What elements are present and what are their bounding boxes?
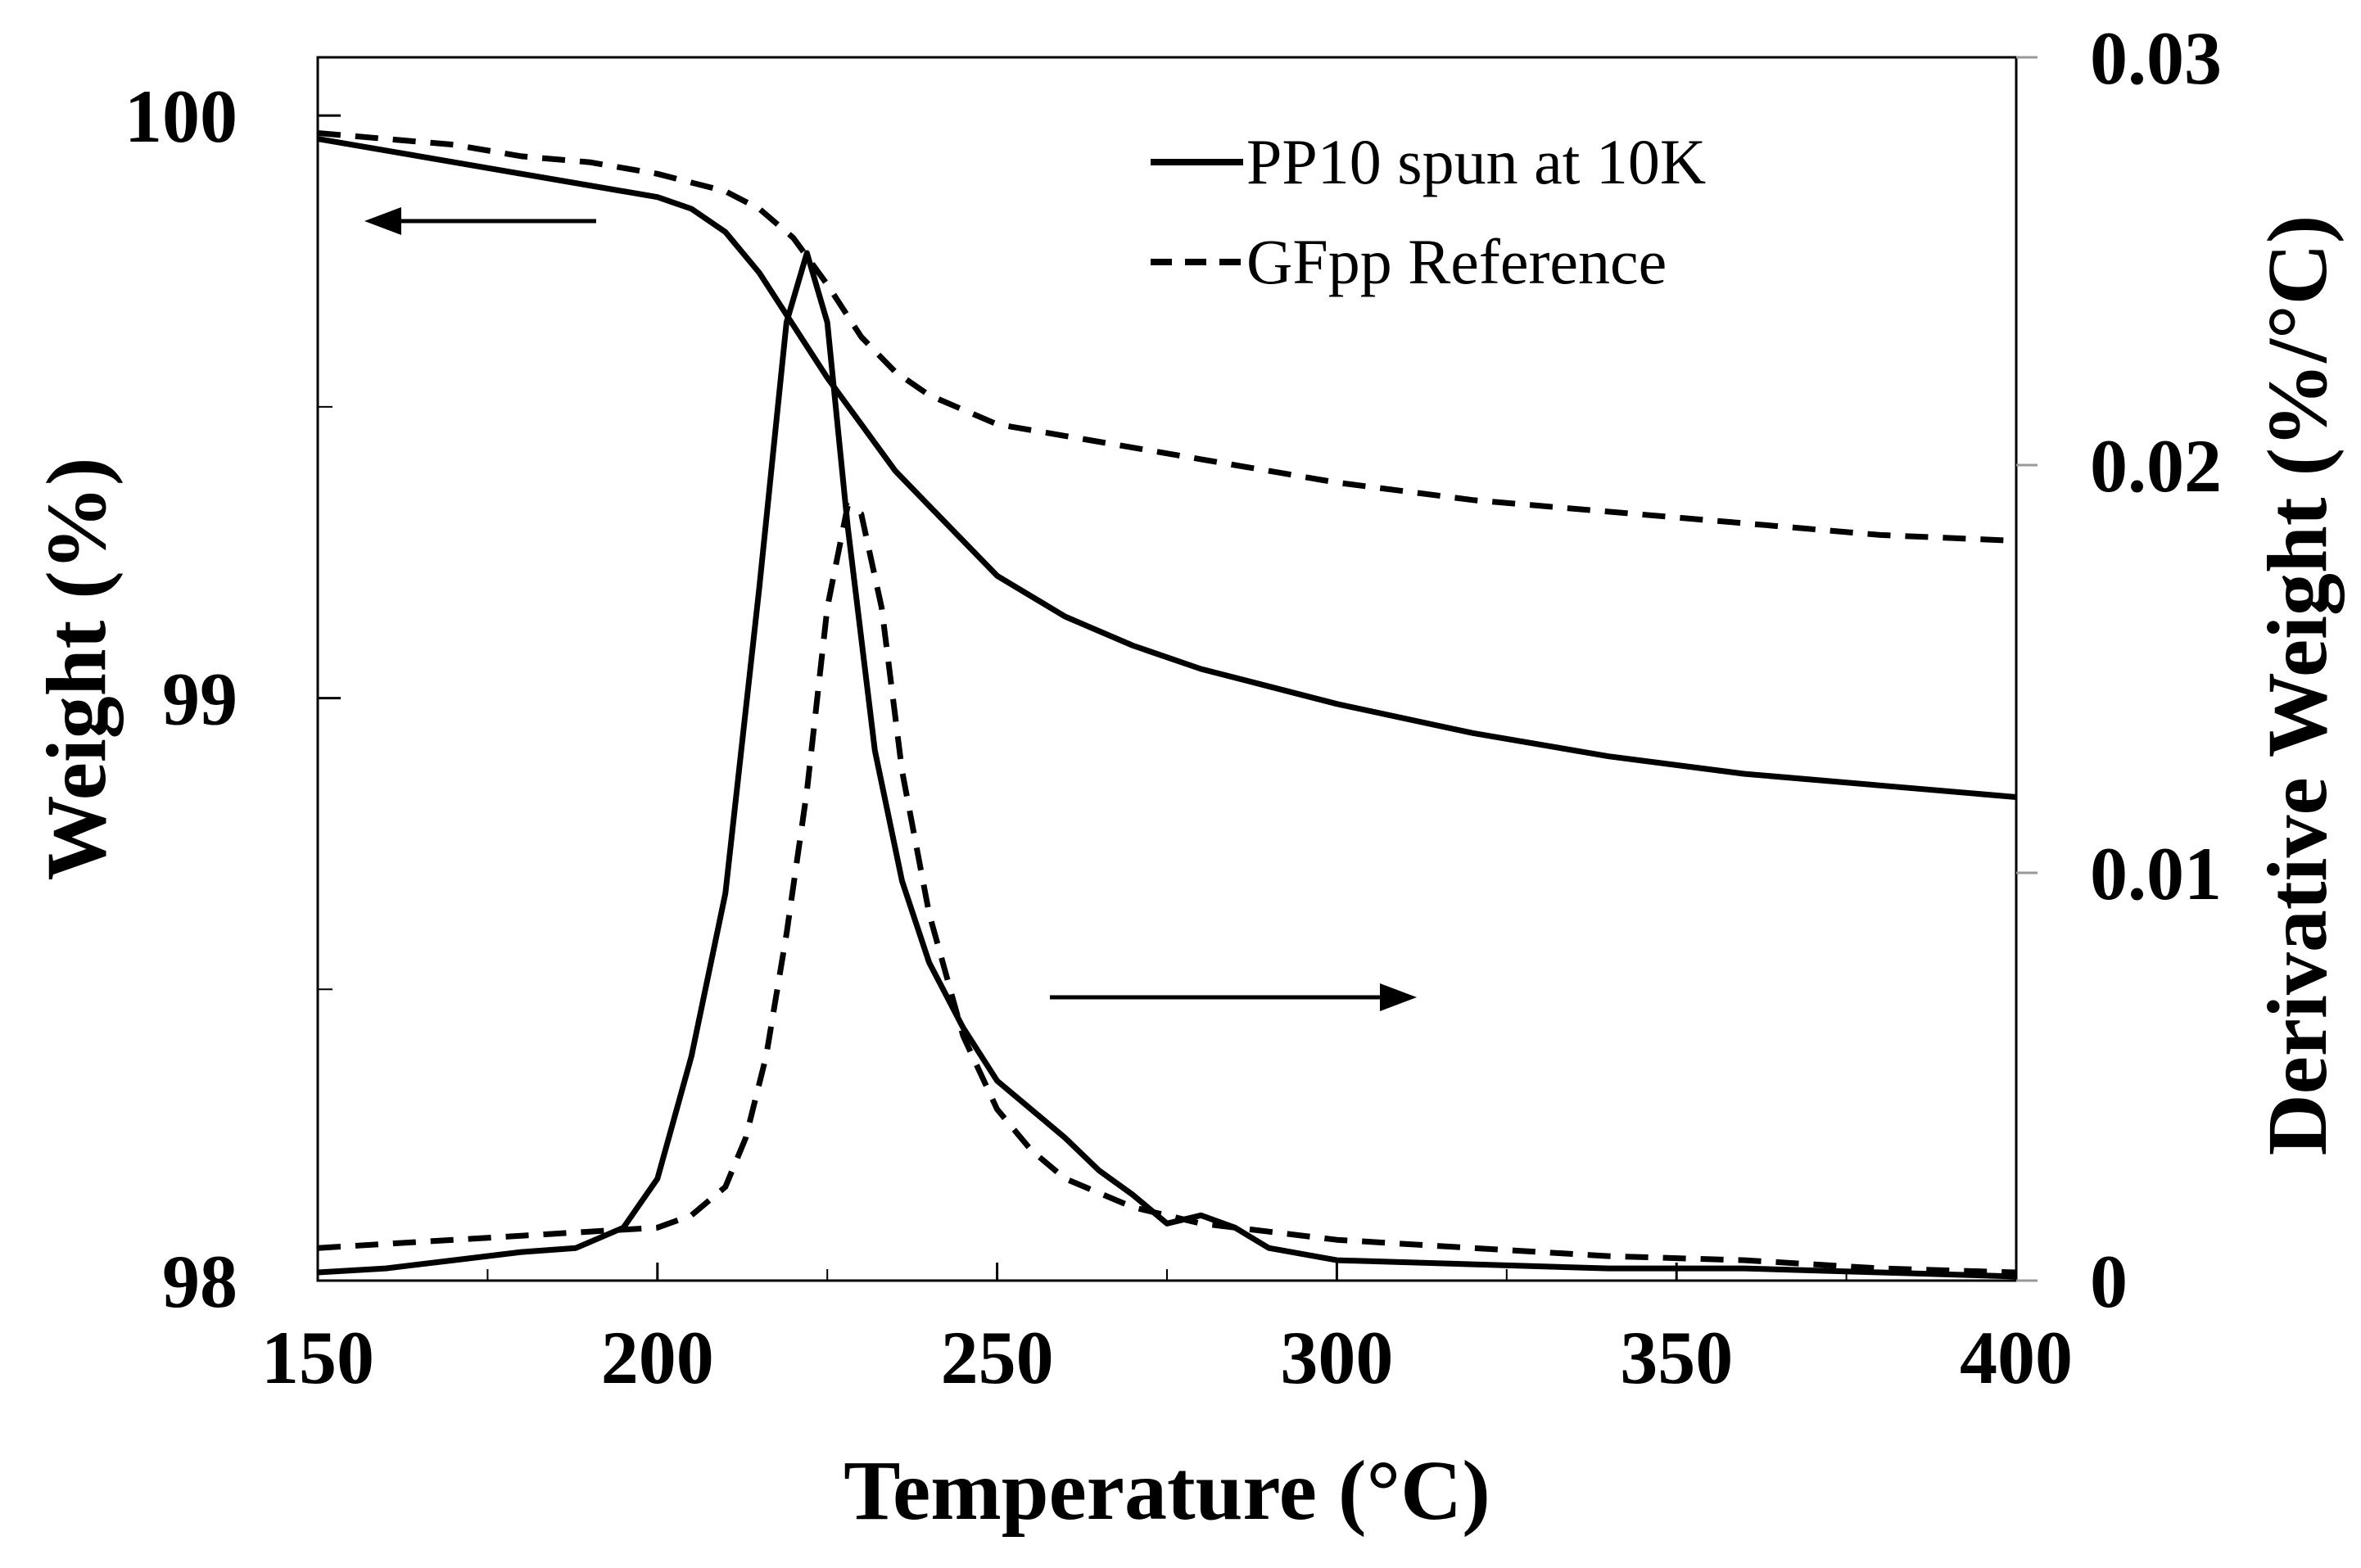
plot-area-frame bbox=[316, 56, 2018, 1282]
left-axis-arrow bbox=[364, 207, 596, 235]
series-line-pp10-spun-at-10k-weight bbox=[317, 136, 2017, 800]
series-line-gfpp-reference-weight bbox=[317, 130, 2017, 544]
right-axis-title: Derivative Weight (%/°C) bbox=[2250, 215, 2345, 1156]
series-layer bbox=[317, 130, 2017, 1280]
right-tick-label: 0.01 bbox=[2090, 832, 2222, 915]
right-axis-ticks: 0 0.01 0.02 0.03 bbox=[2016, 16, 2222, 1323]
x-tick-label: 300 bbox=[1280, 1316, 1393, 1399]
legend-entry-pp10: PP10 spun at 10K bbox=[1246, 126, 1706, 197]
left-tick-label: 100 bbox=[124, 75, 237, 158]
x-axis-ticks: 150 200 250 300 350 400 bbox=[261, 1263, 2073, 1399]
x-tick-label: 400 bbox=[1960, 1316, 2073, 1399]
left-axis-ticks: 98 99 100 bbox=[124, 75, 341, 1323]
series-line-pp10-spun-at-10k-derivative bbox=[317, 250, 2017, 1280]
legend-entry-gfpp: GFpp Reference bbox=[1246, 226, 1667, 297]
left-tick-label: 98 bbox=[162, 1240, 237, 1323]
left-tick-label: 99 bbox=[162, 657, 237, 741]
x-tick-label: 200 bbox=[601, 1316, 714, 1399]
right-axis-arrow bbox=[1050, 983, 1417, 1011]
left-axis-title: Weight (%) bbox=[29, 457, 124, 880]
right-tick-label: 0.02 bbox=[2090, 424, 2222, 508]
right-tick-label: 0 bbox=[2090, 1240, 2128, 1323]
x-tick-label: 350 bbox=[1620, 1316, 1733, 1399]
x-axis-title: Temperature (°C) bbox=[844, 1444, 1490, 1538]
right-tick-label: 0.03 bbox=[2090, 16, 2222, 100]
legend: PP10 spun at 10K GFpp Reference bbox=[1151, 126, 1706, 297]
x-tick-label: 250 bbox=[941, 1316, 1054, 1399]
series-line-gfpp-reference-derivative bbox=[317, 503, 2017, 1276]
x-tick-label: 150 bbox=[261, 1316, 374, 1399]
